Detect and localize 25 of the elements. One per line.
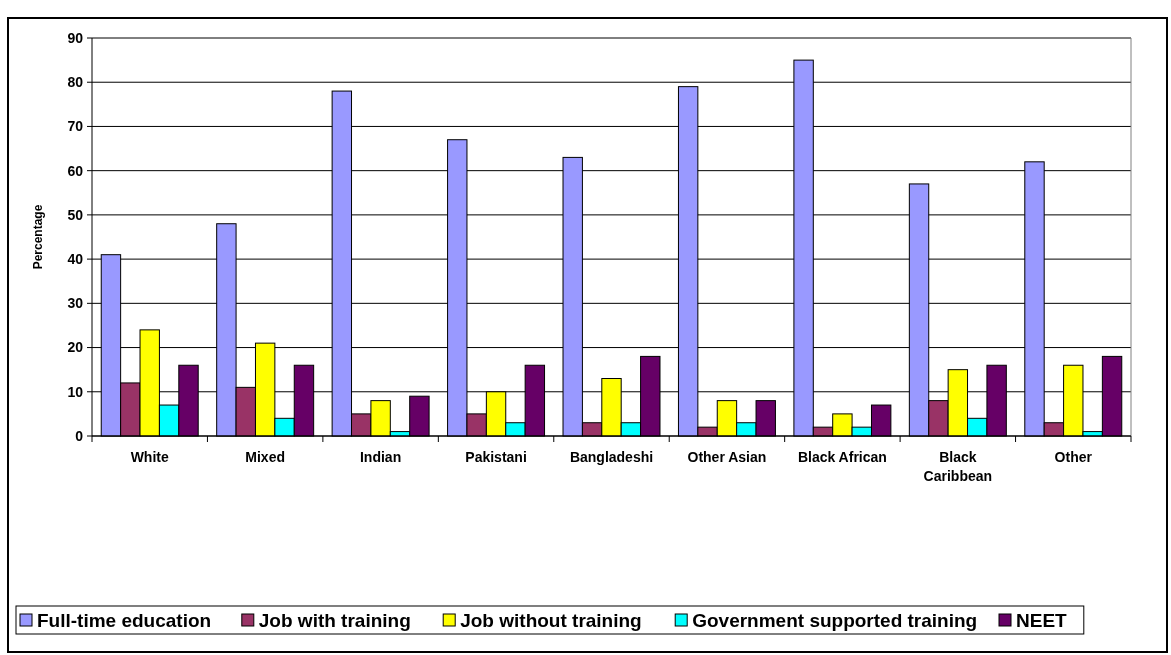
x-tick-label: Other [1054, 449, 1093, 465]
legend-label: Job with training [258, 609, 411, 631]
x-tick-label: Black Caribbean [923, 449, 993, 484]
y-tick-label: 10 [67, 383, 84, 400]
legend-label: Full-time education [37, 609, 212, 631]
y-tick-label: 50 [67, 206, 84, 223]
y-tick-label: 30 [67, 295, 84, 312]
x-tick-label: White [130, 449, 169, 465]
y-tick-label: 90 [67, 29, 84, 46]
y-tick-label: 20 [67, 339, 84, 356]
y-axis-title: Percentage [31, 204, 45, 270]
y-tick-label: 0 [75, 427, 84, 444]
x-tick-label: Mixed [245, 449, 286, 465]
x-tick-label: Pakistani [465, 449, 527, 465]
x-tick-label: Other Asian [687, 449, 767, 465]
y-tick-label: 60 [67, 162, 84, 179]
x-tick-label: Black African [797, 449, 887, 465]
legend-label: Job without training [460, 609, 642, 631]
y-tick-label: 70 [67, 118, 84, 135]
legend-label: NEET [1016, 609, 1068, 631]
x-tick-label: Indian [359, 449, 402, 465]
x-tick-label: Bangladeshi [569, 449, 654, 465]
y-tick-label: 40 [67, 251, 84, 268]
y-tick-label: 80 [67, 74, 84, 91]
legend-label: Government supported training [692, 609, 978, 631]
